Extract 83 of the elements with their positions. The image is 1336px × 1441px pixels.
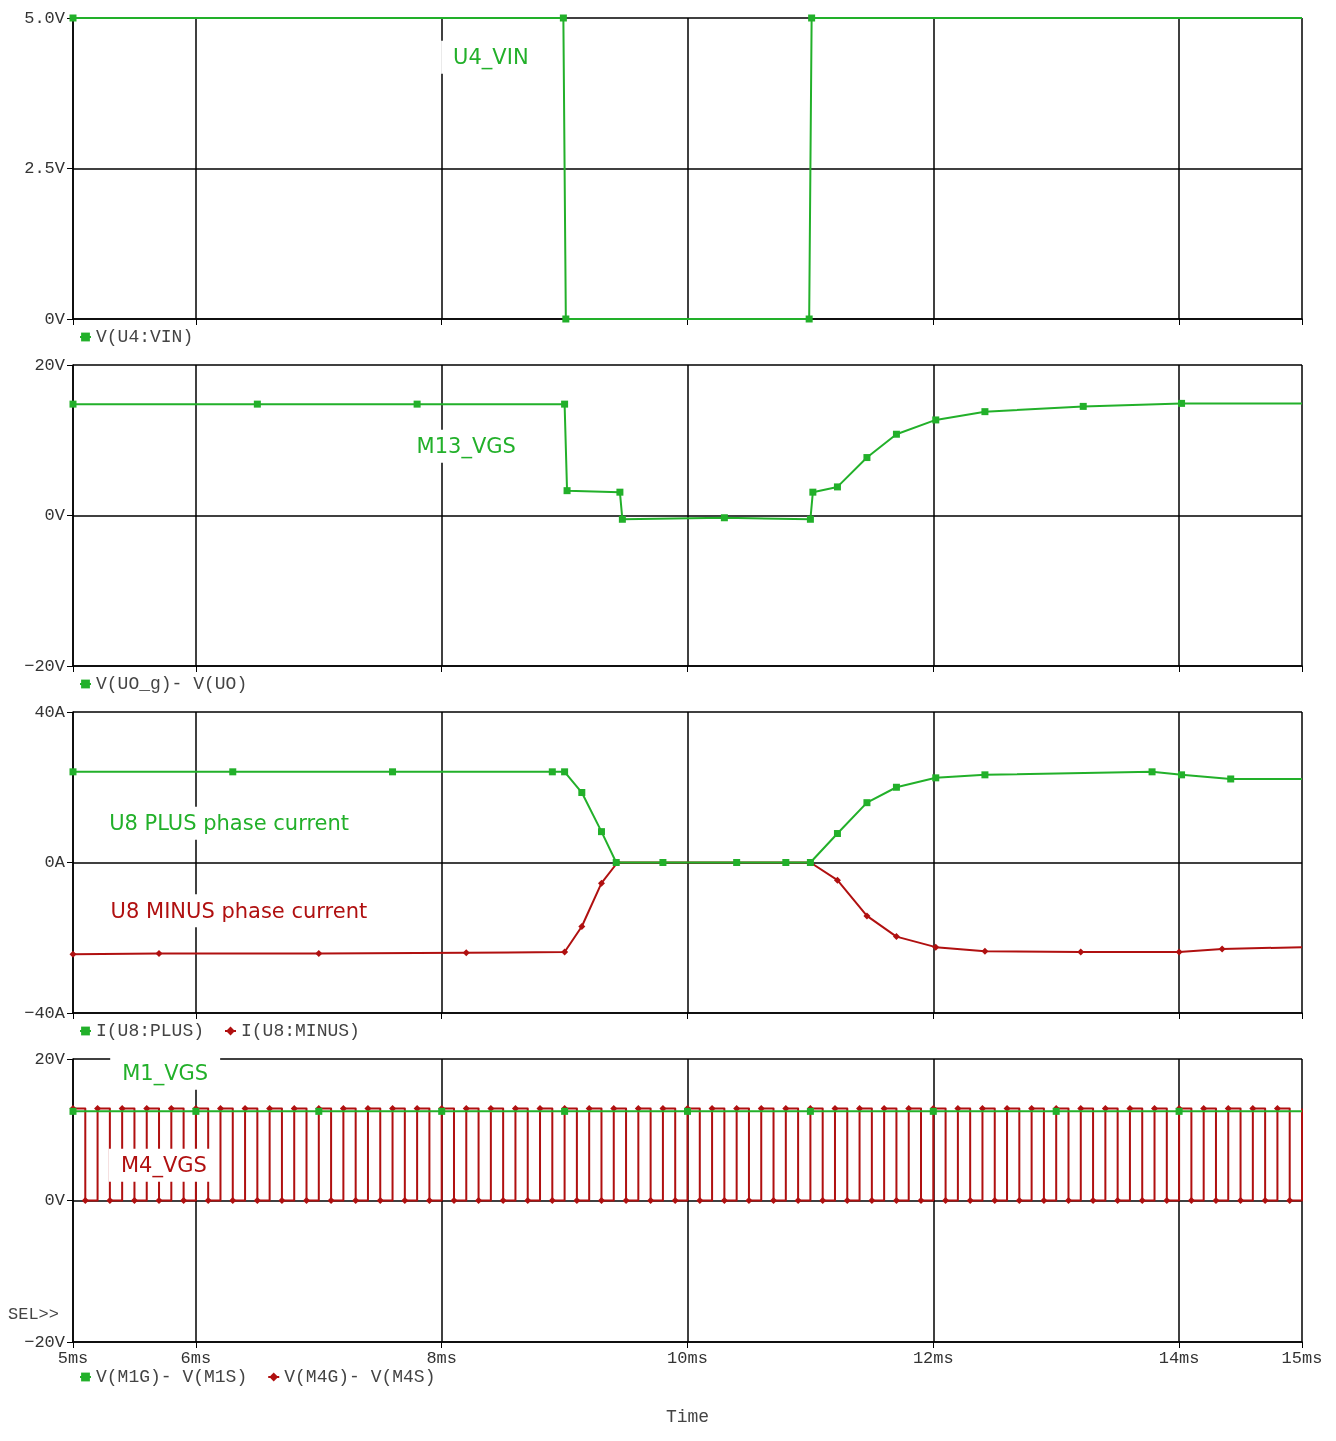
y-tick-label: 0V	[44, 1191, 66, 1210]
point	[253, 400, 261, 408]
x-tick-label: 12ms	[912, 1349, 954, 1368]
point	[833, 830, 841, 838]
point	[1175, 948, 1183, 956]
point	[932, 774, 940, 782]
x-tick-label: 8ms	[426, 1349, 457, 1368]
point	[69, 768, 77, 776]
point	[833, 876, 841, 884]
point	[578, 789, 586, 797]
point	[618, 515, 626, 523]
legend-label: V(M4G)- V(M4S)	[284, 1367, 436, 1387]
point	[616, 488, 624, 496]
point	[413, 400, 421, 408]
point	[1178, 771, 1186, 779]
legend-label: I(U8:PLUS)	[96, 1021, 205, 1041]
legend-label: V(U4:VIN)	[96, 327, 194, 347]
x-axis-title: Time	[665, 1407, 710, 1427]
point	[932, 416, 940, 424]
y-tick-label: 2.5V	[24, 159, 66, 178]
point	[806, 515, 814, 523]
point	[561, 948, 569, 956]
text: SEL>>	[8, 1305, 60, 1324]
point	[932, 943, 940, 951]
point	[389, 768, 397, 776]
point	[1079, 402, 1087, 410]
y-tick-label: 40A	[34, 702, 66, 722]
point	[315, 950, 323, 958]
y-tick-label: 0V	[44, 506, 66, 525]
point	[981, 947, 989, 955]
legend-label: I(U8:MINUS)	[241, 1021, 360, 1041]
point	[229, 768, 237, 776]
point	[561, 768, 569, 776]
legend-label: V(UO_g)- V(UO)	[96, 674, 248, 694]
point	[69, 950, 77, 958]
point	[981, 408, 989, 416]
x-tick-label: 10ms	[667, 1349, 708, 1368]
point	[563, 487, 571, 495]
point	[1077, 948, 1085, 956]
point	[782, 859, 790, 866]
point	[809, 488, 817, 496]
point	[1148, 768, 1156, 776]
x-tick-label: 6ms	[180, 1349, 212, 1368]
y-tick-label: −40A	[24, 1003, 66, 1023]
point	[863, 912, 871, 920]
annotation: U4_VIN	[453, 45, 529, 71]
x-tick-label: 15ms	[1281, 1349, 1323, 1368]
point	[69, 400, 77, 408]
annotation: U8 PLUS phase current	[109, 811, 350, 836]
point	[981, 771, 989, 779]
y-tick-label: 20V	[34, 1049, 66, 1069]
annotation: M13_VGS	[416, 434, 516, 460]
point	[892, 933, 900, 941]
point	[733, 859, 741, 866]
point	[597, 828, 605, 836]
annotation: M1_VGS	[122, 1061, 209, 1087]
point	[561, 400, 569, 408]
y-tick-label: 0V	[44, 309, 66, 329]
point	[863, 799, 871, 807]
annotation: M4_VGS	[120, 1153, 207, 1179]
point	[833, 483, 841, 491]
y-tick-label: −20V	[24, 1332, 66, 1352]
point	[863, 454, 871, 462]
y-tick-label: 0A	[44, 853, 66, 872]
y-tick-label: 20V	[34, 355, 66, 375]
y-tick-label: −20V	[24, 656, 66, 676]
point	[548, 768, 556, 776]
point	[578, 922, 586, 930]
legend-label: V(M1G)- V(M1S)	[96, 1367, 248, 1387]
point	[155, 950, 163, 958]
point	[1227, 775, 1235, 783]
point	[720, 514, 728, 522]
point	[462, 949, 470, 957]
point	[892, 783, 900, 791]
x-tick-label: 5ms	[57, 1349, 89, 1368]
point	[1178, 399, 1186, 407]
point	[1218, 945, 1226, 953]
y-tick-label: 5.0V	[24, 8, 66, 28]
point	[892, 430, 900, 438]
x-tick-label: 14ms	[1158, 1349, 1200, 1368]
point	[597, 879, 605, 887]
point	[659, 859, 667, 866]
annotation: U8 MINUS phase current	[110, 898, 368, 923]
